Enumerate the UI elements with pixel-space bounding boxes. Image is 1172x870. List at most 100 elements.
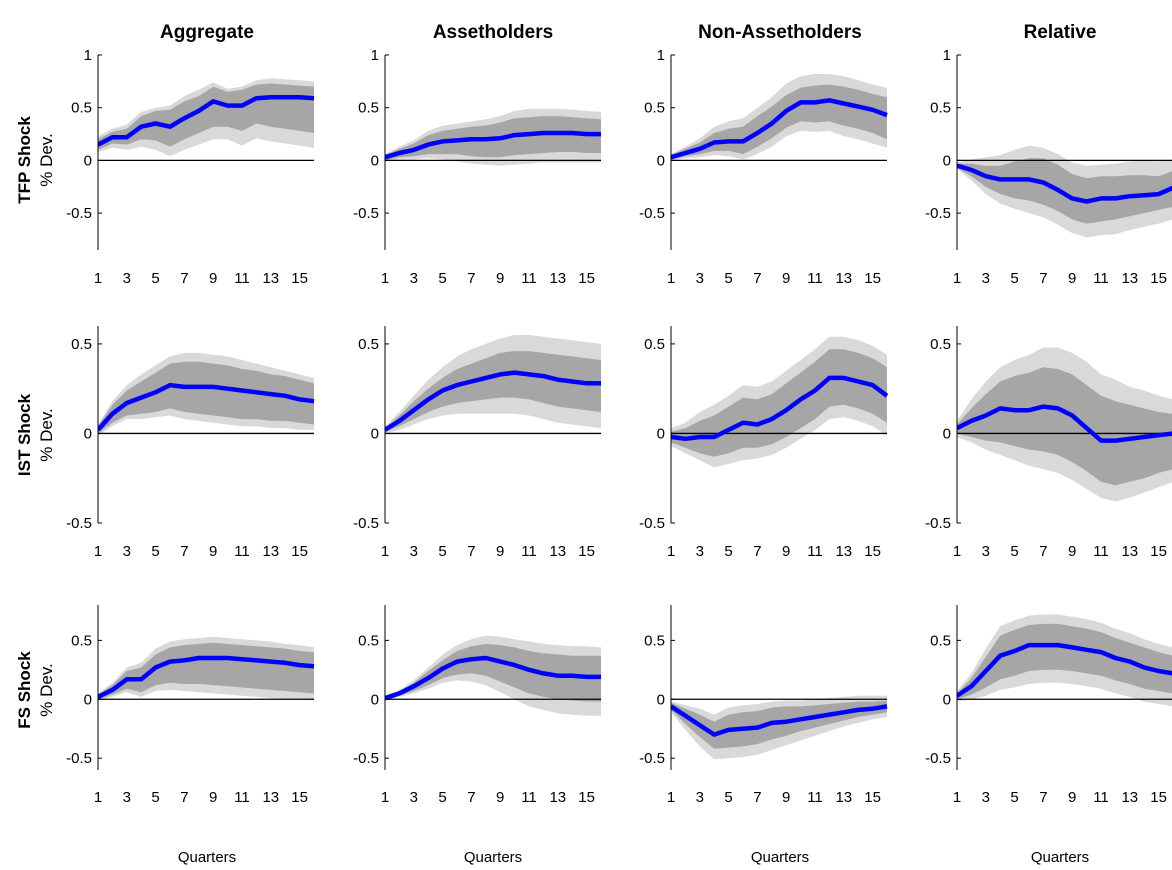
y-tick-label: 1 [657,47,665,64]
y-tick-label: -0.5 [639,515,665,532]
x-tick-label: 9 [1068,543,1076,560]
y-tick-label: -0.5 [925,515,951,532]
impulse-response-line [957,404,1172,443]
x-tick-label: 1 [667,543,675,560]
y-tick-label: -0.5 [639,750,665,767]
x-tick-label: 1 [94,789,102,806]
x-tick-label: 5 [151,789,159,806]
x-tick-label: 7 [180,543,188,560]
column-title-non-assetholders: Non-Assetholders [698,22,862,43]
x-tick-label: 5 [438,789,446,806]
x-tick-label: 9 [782,789,790,806]
x-tick-label: 9 [496,789,504,806]
y-tick-label: 1 [943,47,951,64]
x-tick-label: 11 [1093,543,1109,560]
x-tick-label: 9 [209,270,217,287]
x-tick-label: 3 [982,543,990,560]
x-axis-label-non-assetholders: Quarters [751,849,809,866]
y-tick-label: 0.5 [358,336,379,353]
x-tick-label: 3 [410,543,418,560]
x-tick-label: 7 [753,270,761,287]
x-tick-label: 1 [953,270,961,287]
row-subtitle-ist: % Dev. [37,408,56,462]
y-tick-label: 1 [84,47,92,64]
y-tick-label: 0.5 [644,336,665,353]
x-tick-label: 11 [807,270,823,287]
panel-ist-shock-assetholders: -0.500.51 3 5 7 9 11 13 15 [353,326,601,560]
x-tick-label: 15 [864,270,881,287]
panel-fs-shock-aggregate: -0.500.51 3 5 7 9 11 13 15 [66,605,315,806]
x-tick-label: 11 [807,543,823,560]
x-tick-label: 3 [982,270,990,287]
x-tick-label: 1 [381,270,389,287]
inner-confidence-band [98,642,314,700]
x-tick-label: 15 [864,789,881,806]
y-tick-label: 0.5 [71,336,92,353]
y-tick-label: 0 [371,152,379,169]
x-tick-label: 1 [381,789,389,806]
x-tick-label: 13 [262,270,279,287]
inner-confidence-band [385,351,601,432]
y-tick-label: 0 [84,152,92,169]
panel-ist-shock-non-assetholders: -0.500.51 3 5 7 9 11 13 15 [639,326,889,560]
x-tick-label: 15 [864,543,881,560]
x-axis-label-assetholders: Quarters [464,849,522,866]
inner-confidence-band [671,349,887,457]
y-tick-label: 0 [943,152,951,169]
x-tick-label: 3 [410,789,418,806]
x-tick-label: 7 [753,543,761,560]
inner-confidence-band [957,367,1172,486]
y-tick-label: 0 [657,425,665,442]
impulse-response-line [671,704,888,737]
y-tick-label: 0.5 [930,632,951,649]
y-tick-label: 1 [371,47,379,64]
y-tick-label: 0.5 [930,100,951,117]
impulse-response-line [98,94,315,147]
x-tick-label: 7 [180,270,188,287]
y-tick-label: 0.5 [71,100,92,117]
x-tick-label: 9 [209,789,217,806]
panel-tfp-shock-aggregate: -0.500.511 3 5 7 9 11 13 15 [66,47,315,287]
x-tick-label: 3 [123,789,131,806]
impulse-response-line [957,163,1172,204]
y-tick-label: 0.5 [358,632,379,649]
x-tick-label: 13 [549,543,566,560]
panel-tfp-shock-non-assetholders: -0.500.511 3 5 7 9 11 13 15 [639,47,888,287]
y-tick-label: -0.5 [353,750,379,767]
inner-confidence-band [98,361,314,434]
x-tick-label: 15 [291,789,308,806]
inner-confidence-band [957,623,1172,700]
x-tick-label: 9 [496,543,504,560]
y-tick-label: 0 [84,691,92,708]
x-tick-label: 13 [549,789,566,806]
x-tick-label: 7 [467,789,475,806]
x-tick-label: 3 [410,270,418,287]
x-tick-label: 11 [521,543,537,560]
y-tick-label: 0.5 [644,632,665,649]
column-title-assetholders: Assetholders [433,22,553,43]
x-tick-label: 3 [123,543,131,560]
x-axis-label-relative: Quarters [1031,849,1089,866]
x-tick-label: 1 [94,270,102,287]
x-tick-label: 5 [1010,789,1018,806]
x-tick-label: 9 [496,270,504,287]
impulse-response-line [385,655,601,701]
x-tick-label: 15 [578,270,595,287]
x-tick-label: 11 [807,789,823,806]
x-axis-label-aggregate: Quarters [178,849,236,866]
row-title-ist: IST Shock [15,393,34,476]
x-tick-label: 7 [180,789,188,806]
x-tick-label: 11 [1093,270,1109,287]
x-tick-label: 15 [578,789,595,806]
x-tick-label: 3 [696,543,704,560]
x-tick-label: 5 [151,270,159,287]
x-tick-label: 7 [1039,789,1047,806]
y-tick-label: 0 [943,425,951,442]
panel-ist-shock-relative: -0.500.51 3 5 7 9 11 13 15 [925,326,1172,560]
x-tick-label: 15 [1150,789,1167,806]
inner-confidence-band [385,643,601,702]
x-tick-label: 15 [291,543,308,560]
y-tick-label: 0.5 [71,632,92,649]
impulse-response-line [671,98,888,160]
impulse-response-line [385,130,601,160]
